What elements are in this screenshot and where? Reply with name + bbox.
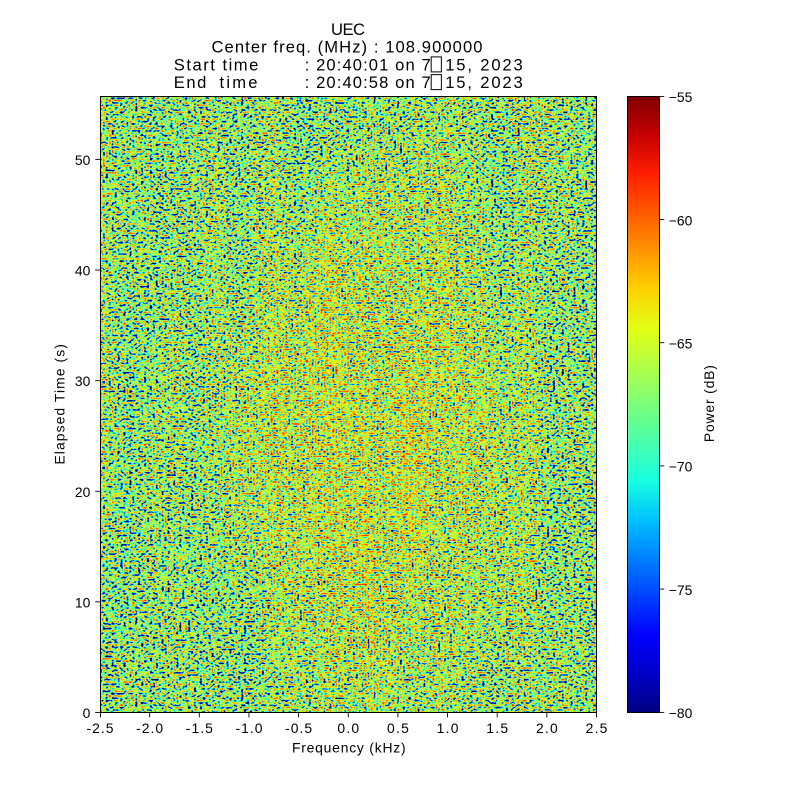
svg-text:-0.5: -0.5: [285, 720, 312, 736]
svg-text:-1.5: -1.5: [186, 720, 213, 736]
svg-text:40: 40: [75, 263, 91, 279]
svg-text:: 20:40:58 on 7: : 20:40:58 on 7: [305, 73, 431, 92]
svg-text:0.5: 0.5: [387, 720, 409, 736]
svg-text:time: time: [220, 73, 258, 92]
svg-text:−70: −70: [669, 459, 693, 475]
svg-text:UEC: UEC: [331, 20, 365, 39]
svg-text:Power (dB): Power (dB): [701, 365, 717, 442]
svg-text:50: 50: [75, 152, 91, 168]
svg-text:Elapsed Time (s): Elapsed Time (s): [52, 344, 68, 465]
svg-text:−60: −60: [669, 212, 693, 228]
svg-text:0: 0: [83, 705, 91, 721]
svg-text:1.5: 1.5: [486, 720, 508, 736]
svg-text:-2.0: -2.0: [136, 720, 163, 736]
svg-text:Frequency (kHz): Frequency (kHz): [292, 739, 406, 755]
svg-text:30: 30: [75, 373, 91, 389]
svg-text:−55: −55: [669, 89, 693, 105]
svg-text:0.0: 0.0: [337, 720, 359, 736]
svg-text:10: 10: [75, 594, 91, 610]
svg-text:Start time: Start time: [174, 55, 258, 74]
svg-text:-1.0: -1.0: [235, 720, 262, 736]
svg-text:15, 2023: 15, 2023: [445, 73, 523, 92]
svg-text:Center freq. (MHz) : 108.90000: Center freq. (MHz) : 108.900000: [212, 38, 483, 57]
svg-text:2.5: 2.5: [586, 720, 608, 736]
svg-text:2.0: 2.0: [536, 720, 558, 736]
svg-text:: 20:40:01 on 7: : 20:40:01 on 7: [305, 55, 431, 74]
svg-text:−65: −65: [669, 336, 693, 352]
svg-text:20: 20: [75, 484, 91, 500]
svg-text:15, 2023: 15, 2023: [445, 55, 523, 74]
svg-text:1.0: 1.0: [437, 720, 459, 736]
svg-text:End: End: [174, 73, 207, 92]
svg-text:-2.5: -2.5: [87, 720, 114, 736]
svg-text:−80: −80: [669, 705, 693, 721]
svg-text:−75: −75: [669, 582, 693, 598]
